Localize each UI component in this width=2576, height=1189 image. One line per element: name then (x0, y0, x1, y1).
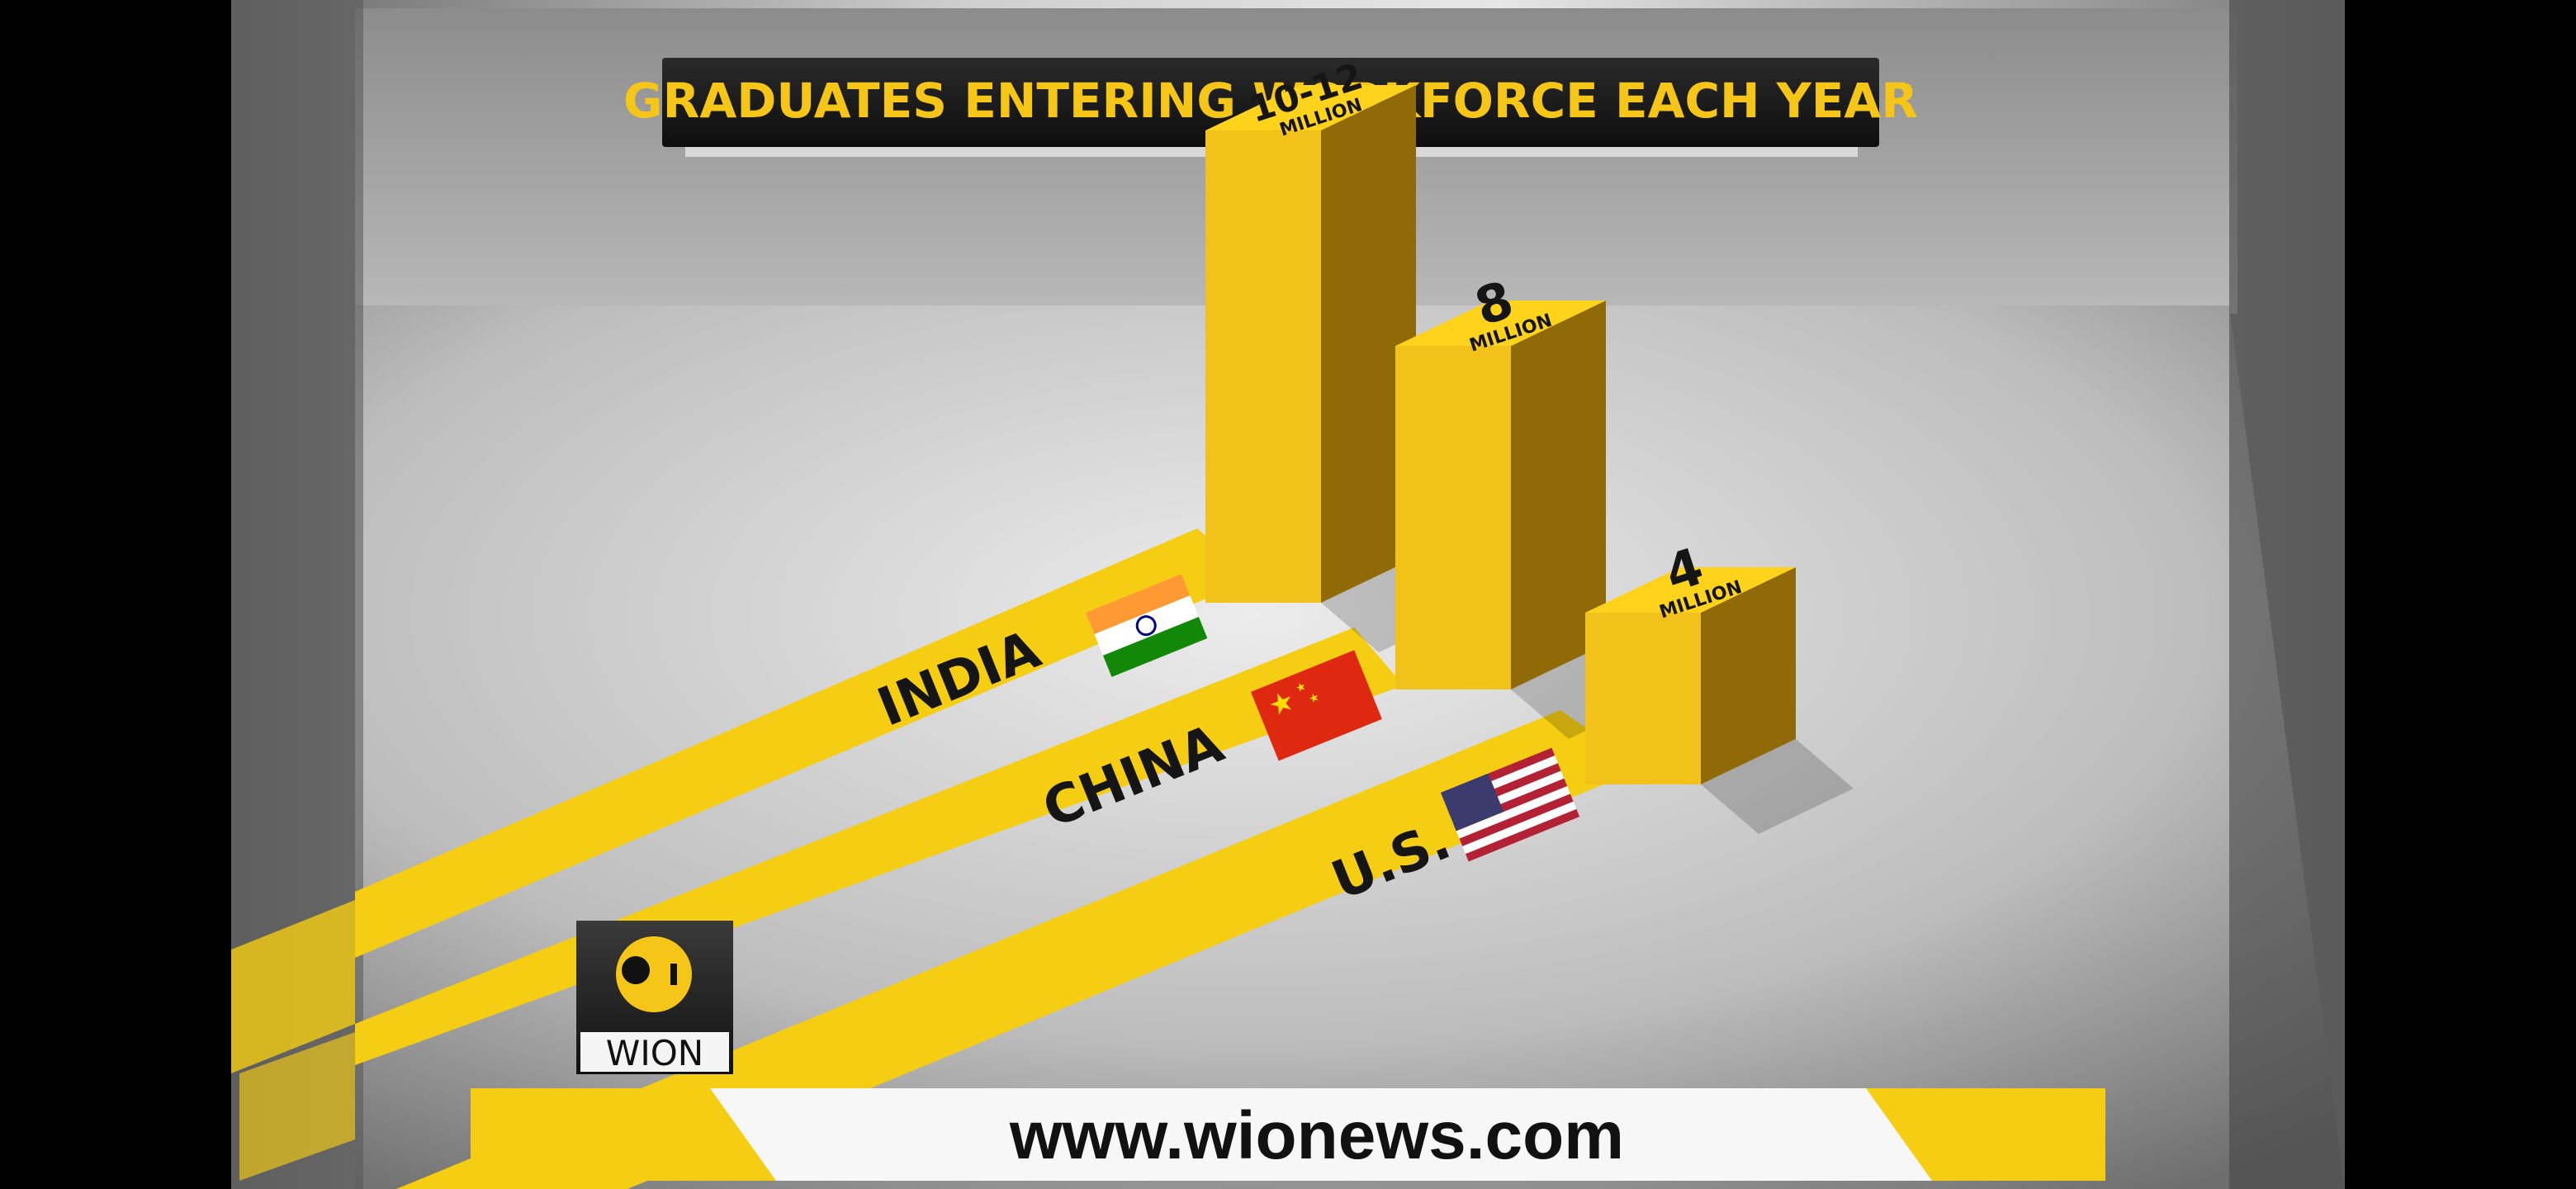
us-flag-icon (1441, 747, 1580, 862)
right-pillar (2229, 0, 2345, 1189)
bar-front-us (1585, 613, 1701, 784)
bar-side-india (1321, 85, 1416, 603)
bar-side-china (1511, 301, 1606, 689)
bar-front-india (1205, 130, 1321, 603)
svg-text:★: ★ (1294, 680, 1309, 696)
wion-logo-icon (616, 936, 692, 1012)
svg-text:★: ★ (1307, 690, 1322, 707)
website-url: www.wionews.com (1009, 1098, 1624, 1173)
india-flag-icon (1086, 574, 1208, 677)
website-ticker: www.wionews.com (471, 1088, 2105, 1181)
track-india (355, 528, 1255, 958)
bar-front-china (1395, 346, 1511, 689)
bar-top-india (1205, 85, 1416, 130)
track-edge-left (231, 900, 355, 1073)
bar-shadow-us (1701, 739, 1854, 834)
bar-top-us (1585, 567, 1796, 613)
track-edge-lower (239, 1032, 355, 1181)
bar-top-china (1395, 301, 1606, 346)
wion-logo-text: WION (606, 1033, 703, 1073)
wion-logo: WION (576, 921, 733, 1074)
china-flag-icon: ★ ★ ★ (1251, 650, 1382, 761)
left-pillar (231, 0, 363, 1189)
floor (355, 306, 2345, 1189)
bar-side-us (1701, 567, 1796, 784)
